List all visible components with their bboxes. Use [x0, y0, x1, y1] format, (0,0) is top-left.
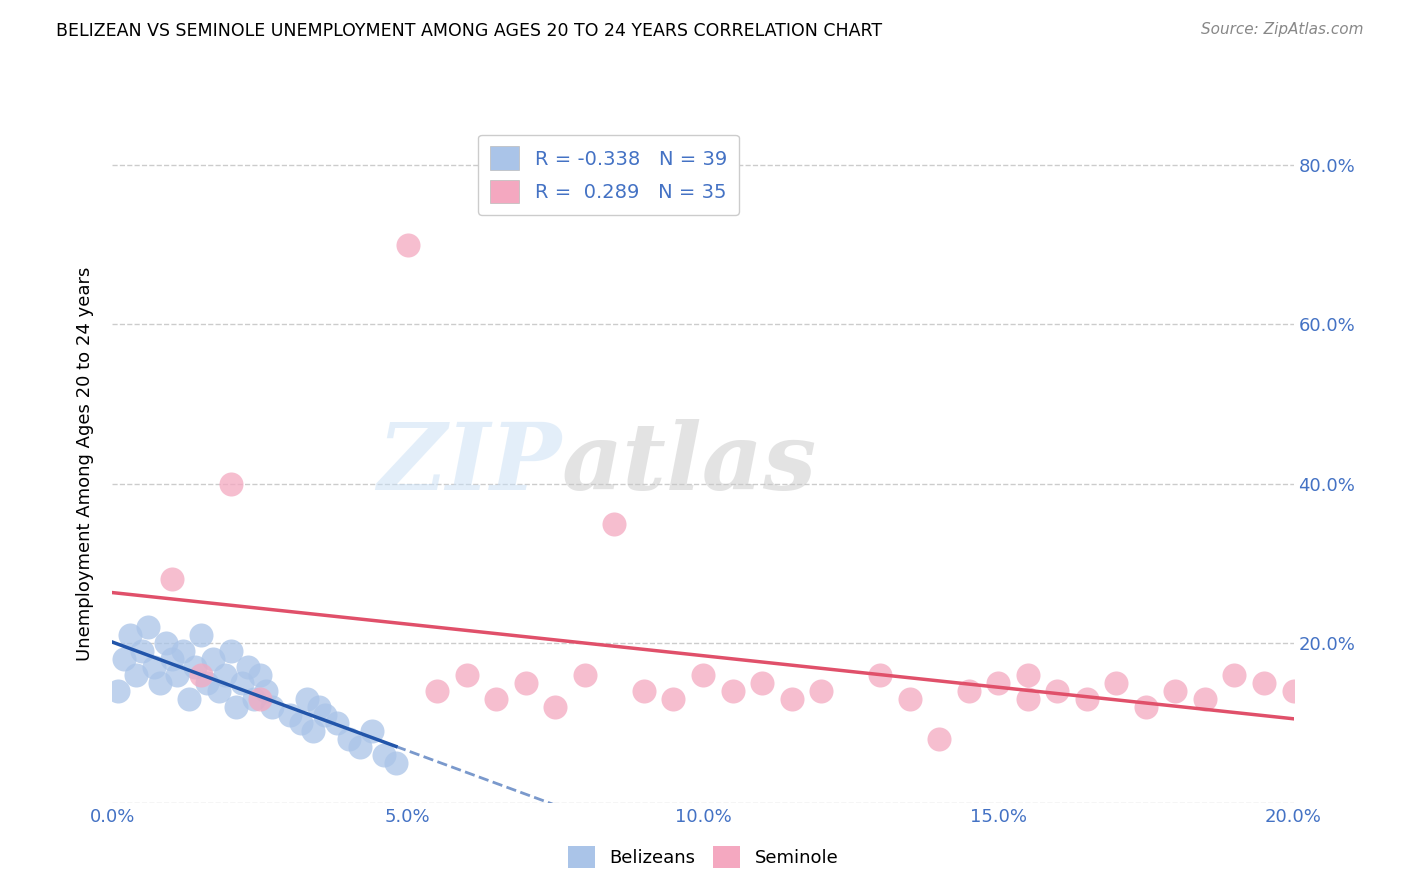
Point — [308, 700, 330, 714]
Point — [987, 676, 1010, 690]
Point — [201, 652, 224, 666]
Text: Source: ZipAtlas.com: Source: ZipAtlas.com — [1201, 22, 1364, 37]
Text: BELIZEAN VS SEMINOLE UNEMPLOYMENT AMONG AGES 20 TO 24 YEARS CORRELATION CHART: BELIZEAN VS SEMINOLE UNEMPLOYMENT AMONG … — [56, 22, 883, 40]
Text: atlas: atlas — [561, 419, 817, 508]
Point — [485, 692, 508, 706]
Point — [1105, 676, 1128, 690]
Point — [1194, 692, 1216, 706]
Point — [290, 716, 312, 731]
Point — [184, 660, 207, 674]
Point — [231, 676, 253, 690]
Point — [190, 668, 212, 682]
Point — [112, 652, 135, 666]
Point — [243, 692, 266, 706]
Point — [810, 684, 832, 698]
Point — [120, 628, 142, 642]
Point — [928, 731, 950, 746]
Point — [155, 636, 177, 650]
Point — [107, 684, 129, 698]
Point — [149, 676, 172, 690]
Point — [1223, 668, 1246, 682]
Point — [179, 692, 201, 706]
Point — [195, 676, 218, 690]
Point — [136, 620, 159, 634]
Point — [1046, 684, 1069, 698]
Point — [219, 644, 242, 658]
Point — [172, 644, 194, 658]
Point — [249, 668, 271, 682]
Point — [1164, 684, 1187, 698]
Point — [957, 684, 980, 698]
Point — [574, 668, 596, 682]
Point — [603, 516, 626, 531]
Point — [1282, 684, 1305, 698]
Legend: Belizeans, Seminole: Belizeans, Seminole — [561, 838, 845, 875]
Point — [142, 660, 165, 674]
Point — [869, 668, 891, 682]
Point — [160, 573, 183, 587]
Point — [396, 237, 419, 252]
Point — [780, 692, 803, 706]
Point — [208, 684, 231, 698]
Point — [160, 652, 183, 666]
Point — [898, 692, 921, 706]
Point — [349, 739, 371, 754]
Point — [131, 644, 153, 658]
Point — [1017, 668, 1039, 682]
Point — [297, 692, 319, 706]
Point — [385, 756, 408, 770]
Point — [238, 660, 260, 674]
Point — [662, 692, 685, 706]
Point — [337, 731, 360, 746]
Text: ZIP: ZIP — [377, 419, 561, 508]
Point — [544, 700, 567, 714]
Point — [751, 676, 773, 690]
Point — [219, 476, 242, 491]
Point — [361, 724, 384, 739]
Point — [254, 684, 277, 698]
Point — [125, 668, 148, 682]
Point — [278, 708, 301, 723]
Point — [302, 724, 325, 739]
Point — [633, 684, 655, 698]
Point — [1253, 676, 1275, 690]
Point — [1135, 700, 1157, 714]
Point — [373, 747, 395, 762]
Point — [1017, 692, 1039, 706]
Point — [326, 716, 349, 731]
Point — [166, 668, 188, 682]
Point — [249, 692, 271, 706]
Point — [721, 684, 744, 698]
Point — [1076, 692, 1098, 706]
Point — [214, 668, 236, 682]
Point — [692, 668, 714, 682]
Y-axis label: Unemployment Among Ages 20 to 24 years: Unemployment Among Ages 20 to 24 years — [76, 267, 94, 661]
Point — [426, 684, 449, 698]
Point — [260, 700, 283, 714]
Point — [515, 676, 537, 690]
Point — [456, 668, 478, 682]
Point — [314, 708, 336, 723]
Point — [225, 700, 247, 714]
Point — [190, 628, 212, 642]
